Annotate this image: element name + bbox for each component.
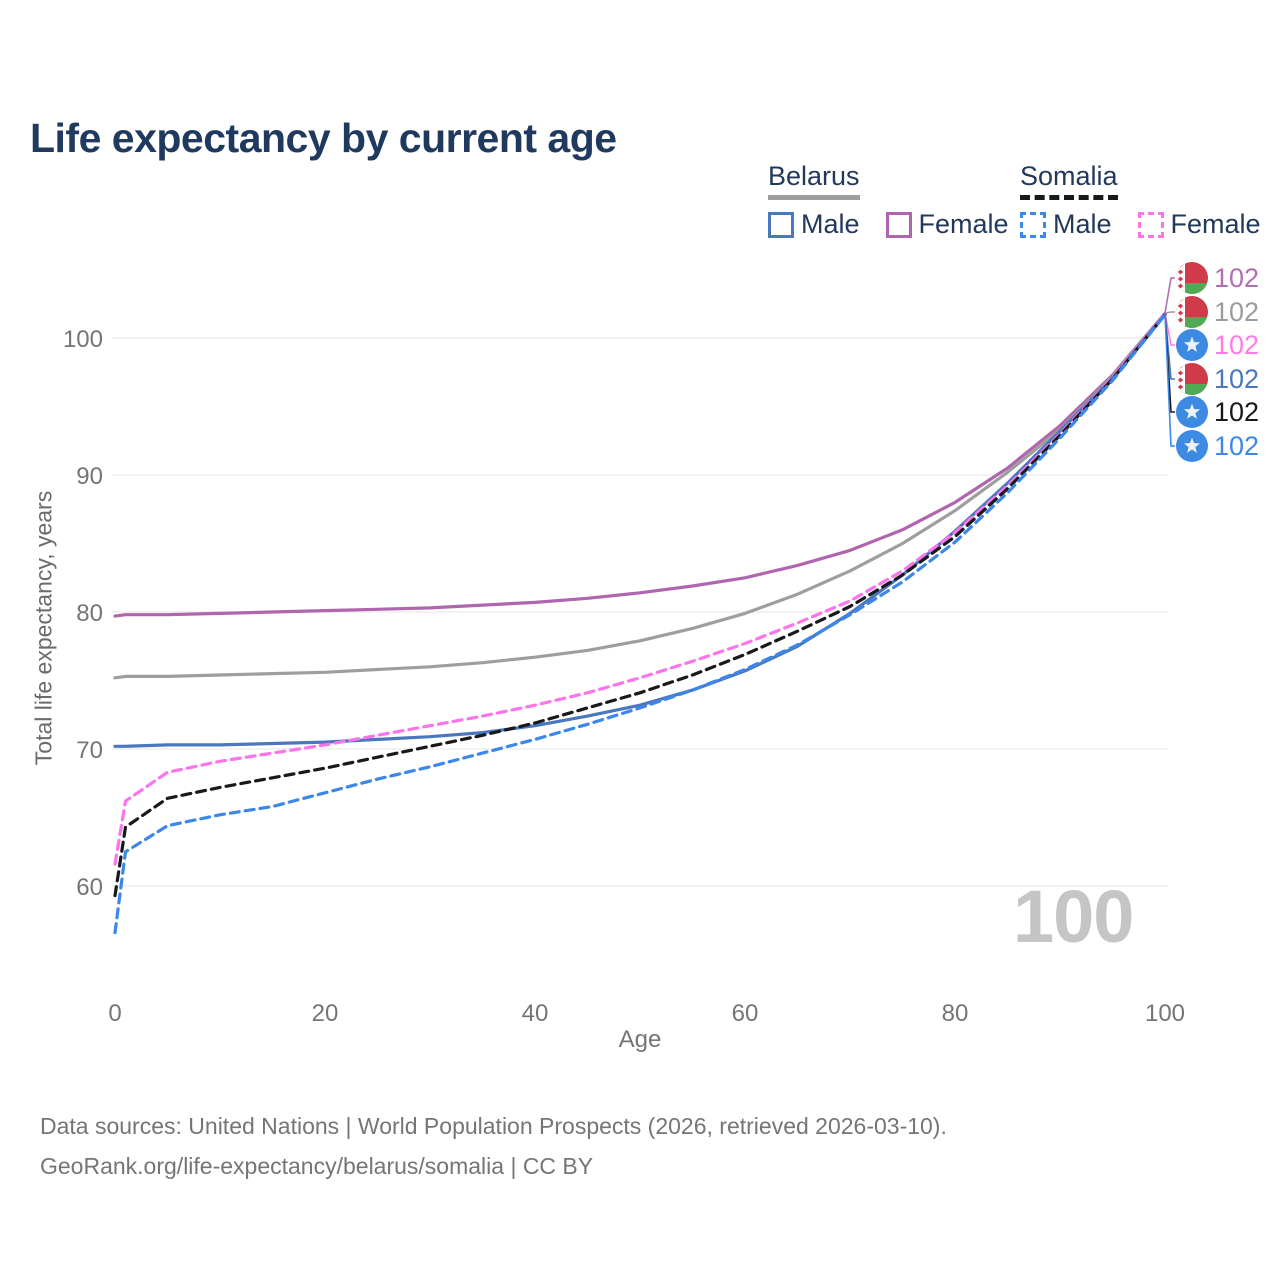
series-line-somalia-all	[113, 313, 1167, 898]
legend-item-belarus-female[interactable]: Female	[885, 209, 1009, 240]
legend-item-label: Female	[918, 209, 1009, 239]
label-connector-0	[1164, 277, 1175, 314]
legend-item-label: Female	[1170, 209, 1261, 239]
somalia-flag-image	[1176, 430, 1208, 462]
series-line-belarus-male	[113, 313, 1167, 748]
belarus-flag-image	[1176, 262, 1208, 294]
x-tick-40: 40	[522, 1000, 549, 1027]
x-tick-20: 20	[312, 1000, 339, 1027]
footer-attribution: GeoRank.org/life-expectancy/belarus/soma…	[40, 1153, 594, 1179]
legend-swatch-icon	[885, 211, 912, 238]
legend-item-somalia-male[interactable]: Male	[1020, 209, 1112, 240]
y-tick-80: 80	[76, 600, 103, 627]
end-label-somalia-female: 102	[1176, 329, 1259, 361]
series-line-belarus-all	[113, 311, 1167, 680]
belarus-flag-icon	[1176, 262, 1208, 294]
legend-swatch-icon	[768, 211, 794, 238]
end-label-value: 102	[1214, 363, 1260, 394]
y-tick-60: 60	[76, 874, 103, 901]
legend-group-belarus: Belarus Male Female	[768, 161, 1009, 240]
end-label-value: 102	[1214, 396, 1260, 427]
somalia-flag-image	[1176, 396, 1208, 428]
end-label-value: 102	[1214, 262, 1260, 293]
legend-item-belarus-male[interactable]: Male	[768, 209, 860, 240]
footer-data-sources: Data sources: United Nations | World Pop…	[40, 1113, 947, 1139]
belarus-flag-icon	[1176, 296, 1208, 328]
x-tick-100: 100	[1145, 1000, 1185, 1027]
end-label-somalia-male: 102	[1176, 430, 1259, 462]
x-tick-60: 60	[732, 1000, 759, 1027]
legend-swatch-icon	[1137, 211, 1164, 238]
belarus-flag-image	[1176, 363, 1208, 395]
series-line-somalia-female	[113, 311, 1167, 866]
end-label-belarus-male: 102	[1176, 363, 1259, 395]
end-label-belarus-female: 102	[1176, 262, 1259, 294]
footer: Data sources: United Nations | World Pop…	[40, 1106, 947, 1186]
x-tick-80: 80	[942, 1000, 969, 1027]
end-label-value: 102	[1214, 329, 1260, 360]
x-tick-0: 0	[108, 1000, 121, 1027]
legend-swatch-icon	[1020, 211, 1046, 238]
series-line-somalia-male	[113, 313, 1167, 935]
label-connector-5	[1164, 312, 1175, 447]
label-connector-2	[1164, 312, 1175, 346]
belarus-flag-icon	[1176, 363, 1208, 395]
belarus-flag-image	[1176, 296, 1208, 328]
legend-item-label: Male	[801, 209, 860, 239]
legend-country-label-belarus: Belarus	[768, 161, 860, 200]
somalia-flag-image	[1176, 329, 1208, 361]
legend-item-label: Male	[1053, 209, 1112, 239]
page-title: Life expectancy by current age	[30, 115, 617, 162]
end-label-belarus: 102	[1176, 296, 1259, 328]
age-counter: 100	[1013, 875, 1134, 958]
series-line-belarus-female	[113, 311, 1167, 618]
end-label-value: 102	[1214, 296, 1260, 327]
end-label-value: 102	[1214, 430, 1260, 461]
y-tick-70: 70	[76, 737, 103, 764]
somalia-flag-icon	[1176, 396, 1208, 428]
y-tick-100: 100	[63, 326, 103, 353]
legend-items: Male Female	[768, 209, 1009, 240]
label-connector-1	[1164, 311, 1175, 314]
legend-item-somalia-female[interactable]: Female	[1137, 209, 1261, 240]
y-tick-90: 90	[76, 463, 103, 490]
legend-items: Male Female	[1020, 209, 1261, 240]
legend-group-somalia: Somalia Male Female	[1020, 161, 1261, 240]
y-axis-title: Total life expectancy, years	[30, 490, 57, 766]
somalia-flag-icon	[1176, 430, 1208, 462]
x-axis-title: Age	[618, 1026, 662, 1053]
somalia-flag-icon	[1176, 329, 1208, 361]
legend-country-label-somalia: Somalia	[1020, 161, 1118, 200]
end-label-somalia: 102	[1176, 396, 1259, 428]
